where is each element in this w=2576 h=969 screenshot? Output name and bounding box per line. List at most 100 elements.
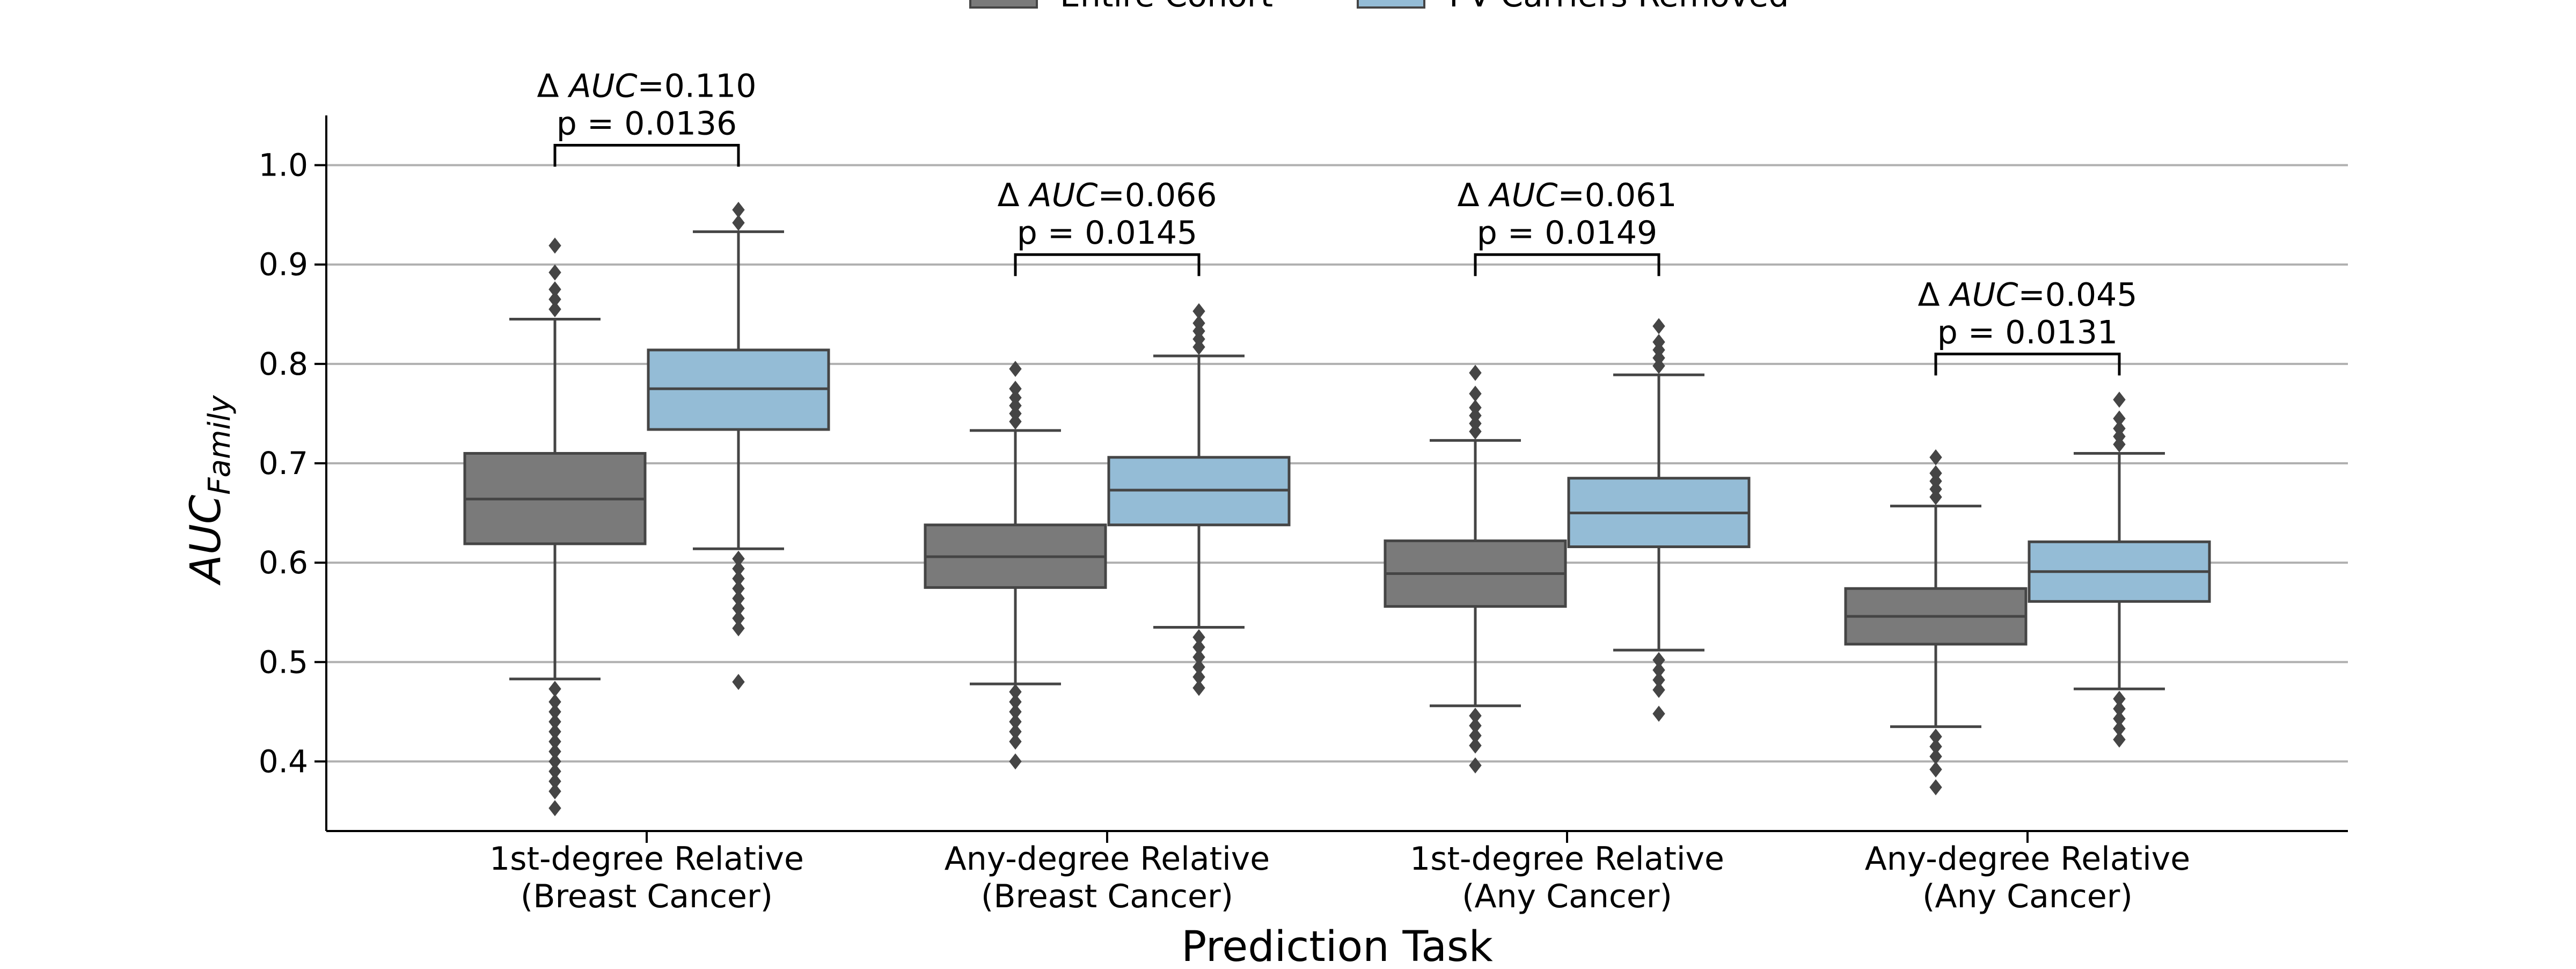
- outlier-point: [1929, 761, 1942, 778]
- outlier-point: [2113, 720, 2126, 737]
- outlier-point: [1009, 683, 1022, 700]
- legend-swatch: [1357, 0, 1425, 9]
- box-entire-cohort-3: [1384, 365, 1567, 774]
- box-pv-carriers-removed-3: [1567, 318, 1751, 722]
- significance-bracket: [1474, 253, 1660, 276]
- axes-layer: 0.4 0.5 0.6 0.7 0.8 0.9 1.0 1st-degree Relative…: [259, 115, 2348, 915]
- outlier-point: [1469, 737, 1482, 754]
- delta-prefix: Δ: [537, 68, 569, 105]
- outlier-point: [1929, 465, 1942, 482]
- outlier-point: [2113, 391, 2126, 408]
- outlier-point: [1009, 361, 1022, 377]
- outlier-point: [732, 214, 745, 231]
- outlier-point: [1009, 733, 1022, 750]
- outlier-point: [1929, 728, 1942, 745]
- delta-value: =0.066: [1097, 177, 1217, 214]
- x-tick-label-line2: (Breast Cancer): [981, 878, 1233, 915]
- outlier-point: [548, 237, 561, 254]
- p-value-label: p = 0.0136: [557, 105, 737, 143]
- outlier-point: [1192, 649, 1205, 666]
- outlier-point: [1469, 727, 1482, 744]
- x-tick-label-line1: 1st-degree Relative: [489, 840, 804, 878]
- outlier-point: [548, 753, 561, 770]
- outlier-point: [1009, 753, 1022, 770]
- outlier-point: [2113, 710, 2126, 727]
- delta-value: =0.110: [637, 68, 756, 105]
- y-tick-label: 1.0: [259, 147, 308, 184]
- outlier-point: [2113, 701, 2126, 717]
- outlier-point: [1192, 315, 1205, 331]
- delta-prefix: Δ: [997, 177, 1029, 214]
- outlier-point: [548, 733, 561, 750]
- outlier-point: [732, 590, 745, 607]
- legend: Entire Cohort PV Carriers Removed: [969, 0, 1789, 14]
- outlier-point: [1469, 385, 1482, 402]
- x-axis-title: Prediction Task: [1181, 923, 1493, 966]
- outlier-point: [732, 580, 745, 597]
- significance-bracket: [1014, 253, 1201, 276]
- outlier-point: [1652, 318, 1665, 334]
- y-tick-label: 0.7: [259, 445, 308, 482]
- outlier-point: [548, 800, 561, 817]
- outlier-point: [732, 600, 745, 617]
- legend-item-1: Entire Cohort: [969, 0, 1273, 14]
- outlier-point: [732, 560, 745, 577]
- significance-bracket: [553, 144, 740, 167]
- outlier-point: [548, 681, 561, 697]
- outlier-point: [732, 610, 745, 626]
- outlier-point: [2113, 410, 2126, 427]
- outlier-point: [1929, 779, 1942, 796]
- legend-swatch: [969, 0, 1038, 9]
- outlier-point: [548, 694, 561, 710]
- outlier-point: [548, 264, 561, 281]
- outlier-point: [1652, 652, 1665, 668]
- outlier-point: [1192, 680, 1205, 696]
- box-entire-cohort-2: [924, 361, 1107, 770]
- p-value-label: p = 0.0131: [1937, 314, 2118, 351]
- outlier-point: [548, 291, 561, 308]
- outlier-point: [1652, 662, 1665, 679]
- outlier-point: [2113, 690, 2126, 707]
- outlier-point: [548, 773, 561, 790]
- y-tick-label: 0.4: [259, 743, 308, 779]
- x-tick-label-line1: Any-degree Relative: [1865, 840, 2190, 878]
- outlier-point: [1192, 639, 1205, 655]
- outlier-point: [1009, 723, 1022, 740]
- outlier-point: [1469, 365, 1482, 381]
- significance-bracket: [1934, 352, 2121, 376]
- outlier-point: [548, 281, 561, 297]
- y-tick-label: 0.5: [259, 644, 308, 680]
- outlier-point: [2113, 420, 2126, 437]
- outlier-point: [732, 620, 745, 637]
- outlier-point: [1009, 713, 1022, 730]
- p-value-label: p = 0.0145: [1017, 214, 1197, 252]
- outlier-point: [548, 783, 561, 799]
- y-axis-title: AUCFamily: [182, 395, 237, 586]
- delta-auc-label: Δ AUC=0.066: [997, 177, 1217, 214]
- outlier-point: [1469, 757, 1482, 774]
- y-tick-label: 0.9: [259, 246, 308, 283]
- outlier-point: [548, 743, 561, 760]
- outlier-point: [1192, 303, 1205, 319]
- outlier-point: [548, 763, 561, 779]
- p-value-label: p = 0.0149: [1477, 214, 1657, 252]
- outlier-point: [1652, 334, 1665, 351]
- outlier-point: [1652, 705, 1665, 722]
- y-axis-title-main: AUC: [182, 494, 230, 586]
- outlier-point: [1469, 399, 1482, 416]
- delta-variable: AUC: [1028, 177, 1098, 214]
- x-tick-label-line1: Any-degree Relative: [945, 840, 1270, 878]
- x-tick-label-line2: (Any Cancer): [1922, 878, 2133, 915]
- outlier-point: [1929, 748, 1942, 765]
- delta-prefix: Δ: [1457, 177, 1489, 214]
- x-tick-label-line2: (Breast Cancer): [521, 878, 773, 915]
- delta-auc-label: Δ AUC=0.061: [1457, 177, 1677, 214]
- outlier-point: [732, 550, 745, 567]
- outlier-point: [1929, 738, 1942, 755]
- box-entire-cohort-4: [1844, 449, 2028, 796]
